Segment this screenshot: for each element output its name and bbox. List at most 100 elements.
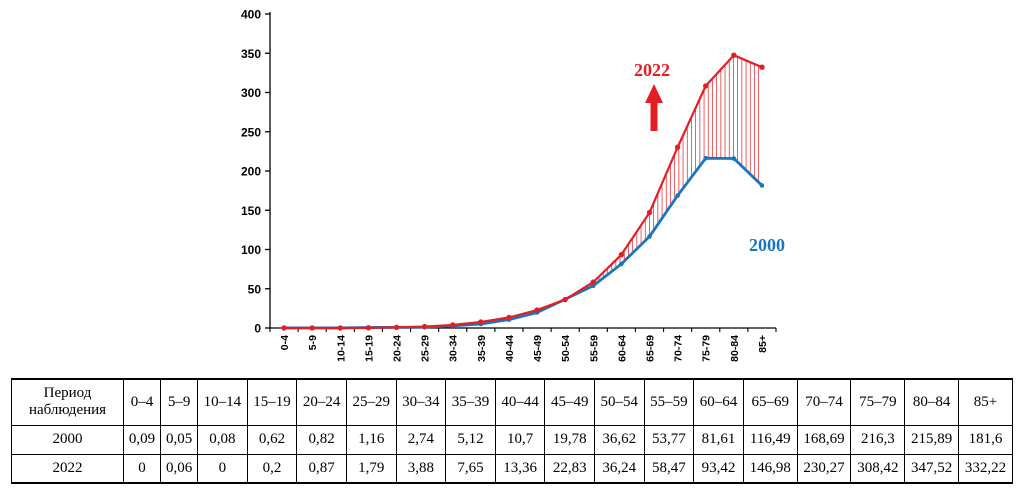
x-tick-label: 85+ — [757, 335, 769, 353]
incidence-line-chart: 0 50 100 150 200 250 300 350 400 0-4 5-9 10-14 15-1… — [241, 8, 785, 362]
series-markers-2022 — [281, 52, 765, 331]
table-cell: 36,62 — [594, 424, 645, 455]
hatch-fill — [586, 56, 760, 289]
table-cell: 93,42 — [693, 453, 744, 484]
table-header-age-group: 5–9 — [160, 378, 199, 426]
table-cell: 0,09 — [122, 424, 162, 455]
annotation-2000-label: 2000 — [749, 235, 785, 255]
table-cell: 0 — [122, 453, 162, 484]
y-tick-label: 350 — [241, 47, 261, 61]
x-tick-label: 75-79 — [701, 335, 713, 362]
table-header-age-group: 10–14 — [197, 378, 248, 426]
up-arrow-head — [645, 84, 663, 103]
table-cell: 58,47 — [643, 453, 695, 484]
table-cell: 3,88 — [395, 453, 447, 484]
table-header-age-group: 65–69 — [742, 378, 798, 426]
x-tick-label: 5-9 — [307, 335, 319, 350]
marker-2022 — [674, 144, 681, 150]
chart-area: 0 50 100 150 200 250 300 350 400 0-4 5-9 10-14 15-1… — [241, 8, 785, 362]
row-label: 2022 — [11, 453, 124, 484]
table-header-age-group: 20–24 — [296, 378, 347, 426]
table-cell: 2,74 — [395, 424, 447, 455]
table-cell: 22,83 — [544, 453, 595, 484]
table-cell: 0,82 — [296, 424, 347, 455]
table-header-age-group: 25–29 — [345, 378, 397, 426]
table-cell: 5,12 — [445, 424, 496, 455]
x-tick-label: 65-69 — [645, 335, 657, 362]
table-cell: 19,78 — [544, 424, 595, 455]
marker-2000 — [675, 193, 680, 198]
marker-2000 — [759, 183, 765, 188]
marker-2022 — [731, 52, 737, 58]
marker-2022 — [337, 325, 343, 331]
x-tick-label: 50-54 — [560, 335, 572, 362]
x-tick-label: 40-44 — [504, 335, 516, 362]
marker-2022 — [450, 322, 456, 328]
table-cell: 0,06 — [160, 453, 199, 484]
x-tick-label: 0-4 — [279, 335, 291, 350]
table-body: 2000 0,09 0,05 0,08 0,62 0,82 1,16 2,74 5,12 10,7… — [11, 424, 1013, 484]
series-markers-2000 — [281, 155, 765, 331]
marker-2000 — [647, 234, 652, 239]
table-cell: 216,3 — [850, 424, 906, 455]
marker-2022 — [703, 83, 709, 89]
marker-2000 — [619, 261, 624, 267]
table-cell: 0,87 — [296, 453, 347, 484]
marker-2022 — [590, 279, 596, 285]
marker-2022 — [618, 251, 625, 258]
annotation-2022-label: 2022 — [634, 60, 670, 80]
table-cell: 116,49 — [742, 424, 798, 455]
table-header-age-group: 55–59 — [643, 378, 695, 426]
table-row-2000: 2000 0,09 0,05 0,08 0,62 0,82 1,16 2,74 5,12 10,7… — [11, 424, 1013, 455]
table-header-age-group: 0–4 — [122, 378, 162, 426]
x-tick-label: 60-64 — [616, 335, 628, 362]
table-header-age-group: 30–34 — [395, 378, 447, 426]
x-tick-label: 55-59 — [588, 335, 600, 362]
table-cell: 0,05 — [160, 424, 199, 455]
x-tick-label: 70-74 — [673, 335, 685, 362]
table-header-age-group: 70–74 — [796, 378, 852, 426]
table-cell: 181,6 — [958, 424, 1013, 455]
table-header-age-group: 40–44 — [494, 378, 546, 426]
marker-2022 — [562, 296, 568, 303]
row-label: 2000 — [11, 424, 124, 455]
table-cell: 1,16 — [345, 424, 397, 455]
table-cell: 347,52 — [904, 453, 960, 484]
table-cell: 81,61 — [693, 424, 744, 455]
table-cell: 7,65 — [445, 453, 496, 484]
table-cell: 0 — [197, 453, 248, 484]
marker-2000 — [731, 156, 737, 161]
table-header-age-group: 35–39 — [445, 378, 496, 426]
data-table: Период наблюдения 0–4 5–9 10–14 15–19 20–24 25… — [11, 378, 1013, 484]
table-cell: 332,22 — [958, 453, 1013, 484]
y-axis: 0 50 100 150 200 250 300 350 400 — [241, 8, 271, 336]
marker-2022 — [534, 307, 540, 313]
marker-2022 — [759, 64, 765, 70]
marker-2022 — [421, 323, 428, 330]
marker-2022 — [393, 324, 400, 331]
series-line-2022 — [282, 54, 764, 330]
table-cell: 13,36 — [494, 453, 546, 484]
x-tick-label: 10-14 — [335, 335, 347, 362]
x-tick-label: 30-34 — [448, 335, 460, 362]
x-tick-label: 45-49 — [532, 335, 544, 362]
up-arrow-icon — [645, 84, 663, 131]
y-tick-label: 400 — [241, 8, 261, 22]
table-cell: 146,98 — [742, 453, 798, 484]
marker-2022 — [478, 319, 484, 325]
marker-2022 — [281, 325, 287, 331]
y-tick-label: 250 — [241, 125, 261, 139]
table-cell: 53,77 — [643, 424, 695, 455]
table-header-row: Период наблюдения 0–4 5–9 10–14 15–19 20–24 25… — [11, 378, 1013, 426]
y-tick-label: 200 — [241, 165, 261, 179]
table-cell: 230,27 — [796, 453, 852, 484]
x-axis: 0-4 5-9 10-14 15-19 20-24 25-29 30-34 35-39 40-4… — [269, 327, 777, 362]
table-cell: 0,2 — [246, 453, 298, 484]
x-tick-label: 15-19 — [363, 335, 375, 362]
table-cell: 1,79 — [345, 453, 397, 484]
y-tick-label: 300 — [241, 86, 261, 100]
y-tick-label: 50 — [248, 282, 262, 296]
table-header-period: Период наблюдения — [11, 378, 124, 426]
table-header-age-group: 75–79 — [850, 378, 906, 426]
table-cell: 168,69 — [796, 424, 852, 455]
